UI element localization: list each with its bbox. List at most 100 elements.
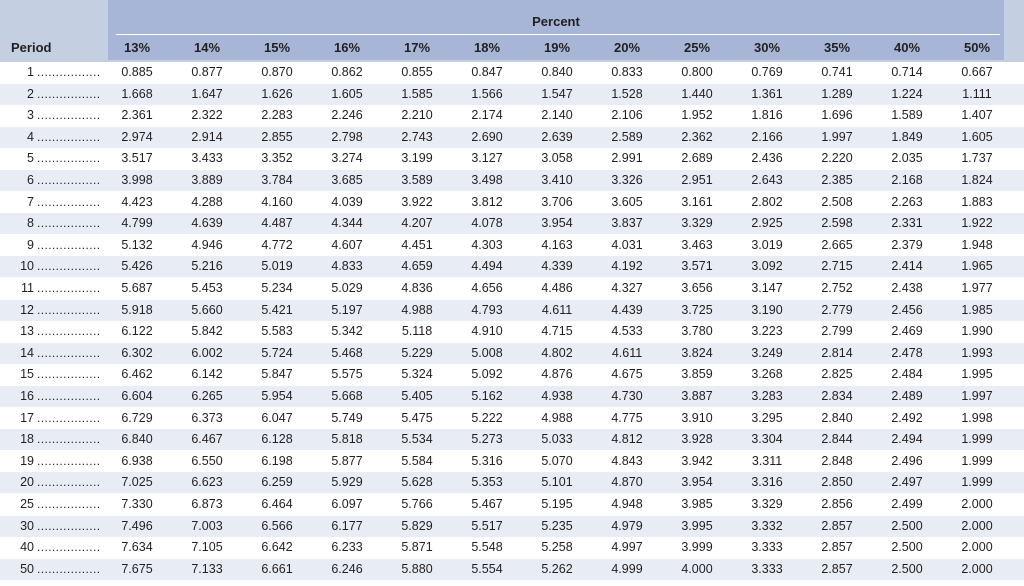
value-cell: 1.566 xyxy=(471,86,503,101)
table-row: 16................... 6.604 6.265 5.954 5.66… xyxy=(0,386,1024,407)
value-cell: 0.833 xyxy=(611,65,643,79)
period-cell: 5 xyxy=(27,151,34,166)
period-cell: 4 xyxy=(27,129,34,144)
value-cell: 2.914 xyxy=(191,129,223,144)
value-cell: 2.000 xyxy=(961,540,993,555)
value-cell: 2.283 xyxy=(261,108,293,123)
period-cell: 12 xyxy=(20,302,34,317)
value-cell: 2.414 xyxy=(891,259,923,274)
value-cell: 7.330 xyxy=(121,497,153,511)
value-cell: 2.689 xyxy=(681,151,713,166)
value-cell: 4.946 xyxy=(191,237,223,252)
value-cell: 4.772 xyxy=(261,237,293,252)
rate-header-25pct: 25% xyxy=(683,40,711,55)
table-row: 1................... 0.885 0.877 0.870 0.862… xyxy=(0,62,1024,83)
value-cell: 6.002 xyxy=(191,345,223,360)
dot-leader: ................... xyxy=(37,540,99,555)
dot-leader: ................... xyxy=(37,475,99,490)
value-cell: 2.508 xyxy=(821,194,853,209)
value-cell: 2.802 xyxy=(751,194,783,209)
value-cell: 6.128 xyxy=(261,432,293,447)
value-cell: 1.407 xyxy=(961,108,993,123)
value-cell: 1.547 xyxy=(541,86,573,101)
rate-header-40pct: 40% xyxy=(893,40,921,55)
value-cell: 7.133 xyxy=(191,561,223,576)
value-cell: 2.814 xyxy=(821,345,853,360)
value-cell: 4.423 xyxy=(121,194,153,209)
value-cell: 4.938 xyxy=(541,389,573,403)
value-cell: 4.327 xyxy=(611,281,643,295)
value-cell: 4.715 xyxy=(541,324,573,339)
value-cell: 2.489 xyxy=(891,389,923,403)
value-cell: 5.517 xyxy=(471,518,503,533)
value-cell: 3.295 xyxy=(751,410,783,425)
value-cell: 0.714 xyxy=(891,65,923,79)
value-cell: 5.426 xyxy=(121,259,153,274)
value-cell: 6.642 xyxy=(261,540,293,555)
value-cell: 2.855 xyxy=(261,129,293,144)
header-band xyxy=(108,0,1004,60)
value-cell: 3.127 xyxy=(471,151,503,166)
value-cell: 2.743 xyxy=(401,129,433,144)
value-cell: 4.207 xyxy=(401,216,433,231)
value-cell: 2.331 xyxy=(891,216,923,231)
value-cell: 4.611 xyxy=(611,345,643,360)
value-cell: 3.433 xyxy=(191,151,223,166)
value-cell: 2.000 xyxy=(961,497,993,511)
value-cell: 4.160 xyxy=(261,194,293,209)
table-row: 19................... 6.938 6.550 6.198 5.87… xyxy=(0,451,1024,472)
value-cell: 1.995 xyxy=(961,367,993,382)
period-cell: 18 xyxy=(20,432,34,447)
value-cell: 4.988 xyxy=(541,410,573,425)
value-cell: 1.998 xyxy=(961,410,993,425)
value-cell: 5.468 xyxy=(331,345,363,360)
rate-header-18pct: 18% xyxy=(473,40,501,55)
period-cell: 19 xyxy=(20,453,34,468)
value-cell: 2.925 xyxy=(751,216,783,231)
value-cell: 1.528 xyxy=(611,86,643,101)
value-cell: 2.035 xyxy=(891,151,923,166)
value-cell: 1.952 xyxy=(681,108,713,123)
value-cell: 1.999 xyxy=(961,432,993,447)
value-cell: 4.607 xyxy=(331,237,363,252)
value-cell: 3.329 xyxy=(681,216,713,231)
value-cell: 2.497 xyxy=(891,475,923,490)
value-cell: 3.824 xyxy=(681,345,713,360)
value-cell: 4.611 xyxy=(541,302,573,317)
table-row: 10................... 5.426 5.216 5.019 4.83… xyxy=(0,256,1024,278)
value-cell: 4.339 xyxy=(541,259,573,274)
value-cell: 2.168 xyxy=(891,173,923,187)
table-row: 25................... 7.330 6.873 6.464 6.09… xyxy=(0,494,1024,515)
dot-leader: ................... xyxy=(37,194,99,209)
table-row: 40................... 7.634 7.105 6.642 6.23… xyxy=(0,537,1024,558)
period-cell: 50 xyxy=(20,561,34,576)
value-cell: 5.548 xyxy=(471,540,503,555)
value-cell: 6.938 xyxy=(121,453,153,468)
dot-leader: ................... xyxy=(37,345,99,360)
value-cell: 5.222 xyxy=(471,410,503,425)
value-cell: 5.216 xyxy=(191,259,223,274)
value-cell: 4.988 xyxy=(401,302,433,317)
value-cell: 4.999 xyxy=(611,561,643,576)
value-cell: 0.667 xyxy=(961,65,993,79)
period-cell: 10 xyxy=(20,259,34,274)
rate-header-13pct: 13% xyxy=(123,40,151,55)
value-cell: 5.353 xyxy=(471,475,503,490)
dot-leader: ................... xyxy=(37,453,99,468)
value-cell: 3.887 xyxy=(681,389,713,403)
value-cell: 1.999 xyxy=(961,453,993,468)
value-cell: 2.484 xyxy=(891,367,923,382)
value-cell: 0.870 xyxy=(261,65,293,79)
value-cell: 4.812 xyxy=(611,432,643,447)
value-cell: 2.469 xyxy=(891,324,923,339)
value-cell: 5.584 xyxy=(401,453,433,468)
value-cell: 1.985 xyxy=(961,302,993,317)
value-cell: 2.840 xyxy=(821,410,853,425)
value-cell: 6.198 xyxy=(261,453,293,468)
value-cell: 3.605 xyxy=(611,194,643,209)
value-cell: 4.288 xyxy=(191,194,223,209)
value-cell: 1.224 xyxy=(891,86,923,101)
value-cell: 1.440 xyxy=(681,86,713,101)
value-cell: 2.844 xyxy=(821,432,853,447)
value-cell: 5.554 xyxy=(471,561,503,576)
